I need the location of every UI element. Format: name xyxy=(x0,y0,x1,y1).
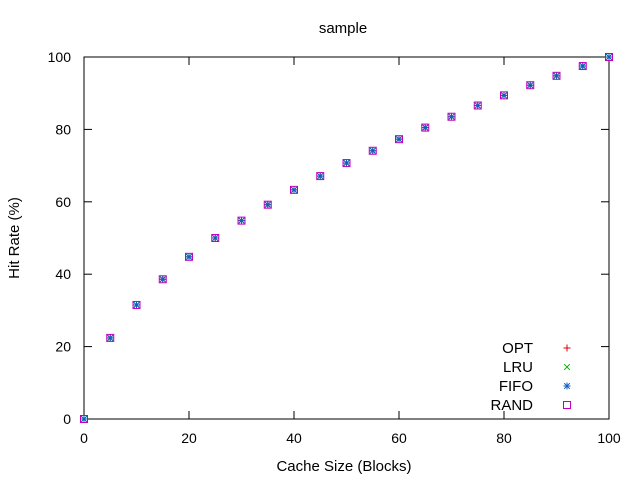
legend-label-fifo: FIFO xyxy=(499,378,533,395)
point-fifo xyxy=(395,135,403,143)
point-rand xyxy=(447,112,456,121)
point-rand xyxy=(368,146,377,155)
y-axis-label: Hit Rate (%) xyxy=(6,197,23,279)
plot-frame xyxy=(83,56,610,420)
point-fifo xyxy=(211,234,219,242)
point-rand xyxy=(290,185,298,194)
point-rand xyxy=(552,71,561,80)
y-tick-label: 80 xyxy=(55,121,71,137)
series-fifo xyxy=(80,53,613,423)
x-tick-label: 100 xyxy=(597,430,621,446)
legend-label-lru: LRU xyxy=(503,359,533,376)
point-rand xyxy=(526,81,535,90)
point-fifo xyxy=(579,62,587,70)
series-rand xyxy=(80,53,613,423)
point-fifo xyxy=(159,275,167,283)
point-rand xyxy=(578,62,587,71)
y-tick-label: 20 xyxy=(55,339,71,355)
point-fifo xyxy=(238,217,245,225)
point-rand xyxy=(395,135,403,144)
point-fifo xyxy=(421,124,429,132)
point-rand xyxy=(158,275,167,284)
point-fifo xyxy=(526,81,534,89)
legend: OPT LRU FIFO RAND xyxy=(490,340,571,414)
point-rand xyxy=(605,53,613,61)
point-rand xyxy=(211,234,220,242)
chart-title: sample xyxy=(319,20,367,37)
point-fifo xyxy=(448,113,455,121)
point-rand xyxy=(342,159,351,168)
x-axis-label: Cache Size (Blocks) xyxy=(276,458,411,475)
data-points xyxy=(80,53,613,423)
point-rand xyxy=(421,123,430,132)
point-fifo xyxy=(474,102,482,110)
x-tick-label: 80 xyxy=(496,430,512,446)
y-tick-label: 0 xyxy=(63,411,71,427)
legend-marker-rand xyxy=(563,401,571,409)
point-rand xyxy=(132,300,141,309)
y-tick-label: 40 xyxy=(55,266,71,282)
point-rand xyxy=(80,415,88,423)
legend-label-rand: RAND xyxy=(490,397,533,414)
y-tick-label: 100 xyxy=(48,49,72,65)
point-rand xyxy=(316,172,325,181)
point-fifo xyxy=(605,53,613,61)
x-tick-label: 60 xyxy=(391,430,407,446)
point-fifo xyxy=(106,334,114,342)
point-fifo xyxy=(316,172,324,180)
point-fifo xyxy=(553,72,560,80)
x-tick-label: 0 xyxy=(80,430,88,446)
point-fifo xyxy=(264,201,272,209)
point-fifo xyxy=(343,159,350,167)
legend-label-opt: OPT xyxy=(502,340,533,357)
point-fifo xyxy=(80,415,88,423)
point-fifo xyxy=(185,253,193,261)
point-rand xyxy=(237,216,246,225)
legend-marker-lru xyxy=(563,363,571,371)
point-fifo xyxy=(290,186,298,194)
point-fifo xyxy=(133,301,140,309)
legend-marker-opt xyxy=(563,344,571,352)
axis-tick-labels: 0 20 40 60 80 100 0 20 40 60 80 100 xyxy=(48,49,621,446)
point-fifo xyxy=(369,147,377,155)
point-rand xyxy=(473,101,482,110)
point-rand xyxy=(263,200,272,209)
y-tick-label: 60 xyxy=(55,194,71,210)
point-rand xyxy=(500,91,508,100)
x-tick-label: 40 xyxy=(286,430,302,446)
point-rand xyxy=(185,252,193,261)
legend-marker-fifo xyxy=(563,382,571,390)
point-fifo xyxy=(500,91,508,99)
point-rand xyxy=(106,333,115,342)
x-tick-label: 20 xyxy=(181,430,197,446)
